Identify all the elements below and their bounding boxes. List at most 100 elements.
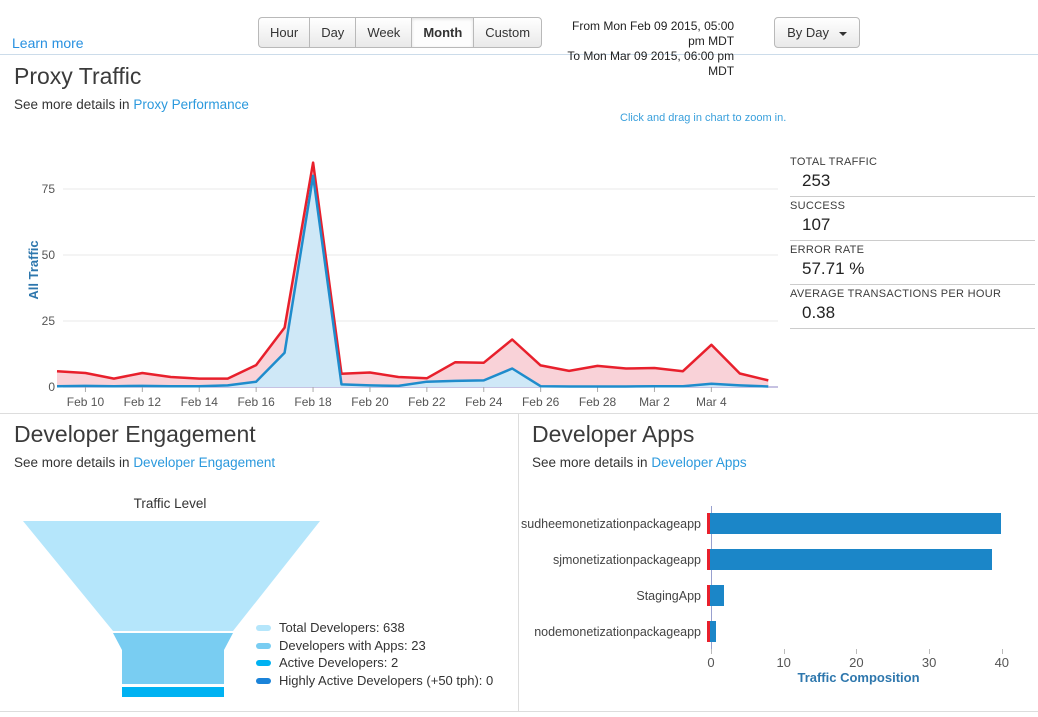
learn-more-link[interactable]: Learn more [12,35,84,51]
developer-engagement-funnel[interactable] [14,515,326,700]
x-tick-label: Feb 14 [181,395,219,409]
date-controls: Hour Day Week Month Custom From Mon Feb 09 2… [258,17,860,79]
x-tick-label: Feb 24 [465,395,503,409]
error-bar[interactable] [707,513,710,534]
app-label: nodemonetizationpackageapp [534,624,701,639]
legend-item-highly-active-developers-50-tph: Highly Active Developers (+50 tph): 0 [256,673,493,691]
stat-value: 107 [802,215,831,234]
range-button-custom[interactable]: Custom [473,17,543,48]
legend-label: Highly Active Developers (+50 tph): 0 [279,672,494,688]
x-tick-mark [711,649,712,654]
date-range-display: From Mon Feb 09 2015, 05:00 pm MDT To Mo… [552,17,734,79]
legend-swatch [256,677,271,684]
developer-engagement-link[interactable]: Developer Engagement [133,455,276,470]
legend-label: Developers with Apps: 23 [279,637,426,653]
stat-average-transactions-per-hour: AVERAGE TRANSACTIONS PER HOUR 0.38 [790,285,1035,329]
stat-value: 57.71 % [802,259,865,278]
proxy-traffic-chart[interactable]: 0 25 50 75 Feb 10 Feb 12 Feb 14 Feb 16 Feb 18 Feb… [0,140,780,413]
funnel-segment-total-developers[interactable] [23,521,320,631]
legend-label: Active Developers: 2 [279,655,399,670]
stat-label: ERROR RATE [790,244,865,256]
legend-item-active-developers: Active Developers: 2 [256,655,493,673]
range-button-month[interactable]: Month [411,17,474,48]
range-button-week[interactable]: Week [355,17,412,48]
range-button-hour[interactable]: Hour [258,17,310,48]
stat-label: AVERAGE TRANSACTIONS PER HOUR [790,288,1002,300]
app-label: StagingApp [636,588,701,603]
x-tick-label: 20 [849,655,864,670]
chart-zoom-hint: Click and drag in chart to zoom in. [620,112,787,124]
date-from: From Mon Feb 09 2015, 05:00 pm MDT [572,19,735,48]
bar-track [706,585,1038,606]
stat-label: TOTAL TRAFFIC [790,156,878,168]
app-row-sjmonetizationpackageapp: sjmonetizationpackageapp [519,549,1038,570]
y-tick-label: 0 [48,380,55,394]
x-tick-label: 10 [776,655,791,670]
stat-total-traffic: TOTAL TRAFFIC 253 [790,153,1035,197]
traffic-stats-panel: TOTAL TRAFFIC 253 SUCCESS 107 ERROR RATE 57.7… [790,153,1035,329]
bottom-panels: Developer Engagement See more details in… [0,413,1038,712]
stat-label: SUCCESS [790,200,846,212]
total-traffic-line [56,161,769,382]
developer-apps-link[interactable]: Developer Apps [651,455,747,470]
success-area [57,175,769,387]
developer-apps-chart[interactable]: sudheemonetizationpackageapp sjmonetizati… [519,513,1038,657]
funnel-legend: Total Developers: 638 Developers with App… [256,620,493,690]
error-bar[interactable] [707,549,710,570]
x-tick-mark [1001,649,1003,654]
granularity-dropdown[interactable]: By Day [774,17,860,48]
traffic-bar[interactable] [709,513,1001,534]
developer-engagement-section: Developer Engagement See more details in… [0,414,519,711]
legend-swatch [256,625,271,631]
error-bar[interactable] [707,585,710,606]
legend-label: Total Developers: 638 [279,620,405,635]
proxy-traffic-title: Proxy Traffic [14,63,142,89]
chevron-down-icon [838,31,847,36]
proxy-traffic-section: Proxy Traffic See more details in Proxy … [0,56,1038,413]
range-button-day[interactable]: Day [309,17,356,48]
traffic-bar[interactable] [709,621,717,642]
date-to: To Mon Mar 09 2015, 06:00 pm MDT [567,49,735,78]
legend-swatch [256,660,271,666]
y-tick-label: 50 [42,248,56,262]
stat-value: 253 [802,171,831,190]
details-prefix: See more details in [532,455,652,470]
funnel-segment-active-developers[interactable] [122,687,224,697]
app-row-sudheemonetizationpackageapp: sudheemonetizationpackageapp [519,513,1038,534]
legend-item-developers-with-apps: Developers with Apps: 23 [256,638,493,656]
x-axis-title: Traffic Composition [797,670,920,685]
total-traffic-area [57,162,769,387]
x-tick-label: Feb 18 [294,395,332,409]
x-tick-label: Mar 4 [696,395,727,409]
developer-apps-subtitle: See more details in Developer Apps [532,455,747,470]
traffic-bar[interactable] [709,549,992,570]
proxy-traffic-subtitle: See more details in Proxy Performance [14,97,249,112]
bar-chart-axis [711,506,712,649]
success-line [56,174,769,388]
bar-track [706,513,1038,534]
x-tick-label: Feb 26 [522,395,560,409]
funnel-segment-developers-with-apps[interactable] [113,633,233,684]
legend-item-total-developers: Total Developers: 638 [256,620,493,638]
x-tick-mark [856,649,858,654]
proxy-performance-link[interactable]: Proxy Performance [133,97,249,112]
x-tick-label: Feb 20 [351,395,389,409]
traffic-bar[interactable] [709,585,724,606]
x-tick-label: Feb 28 [579,395,617,409]
x-tick-label: 0 [707,655,715,670]
details-prefix: See more details in [14,97,134,112]
x-tick-label: Feb 22 [408,395,446,409]
stat-value: 0.38 [802,303,836,322]
funnel-chart-title: Traffic Level [133,496,207,511]
x-axis-ticks: 0 10 20 30 40 [519,649,1038,679]
details-prefix: See more details in [14,455,134,470]
x-tick-label: Mar 2 [639,395,670,409]
error-bar[interactable] [707,621,710,642]
developer-apps-section: Developer Apps See more details in Devel… [519,414,1038,711]
y-tick-label: 75 [42,182,56,196]
app-label: sjmonetizationpackageapp [552,552,701,567]
developer-engagement-subtitle: See more details in Developer Engagement [14,455,275,470]
developer-apps-title: Developer Apps [532,421,695,447]
app-label: sudheemonetizationpackageapp [521,516,701,531]
